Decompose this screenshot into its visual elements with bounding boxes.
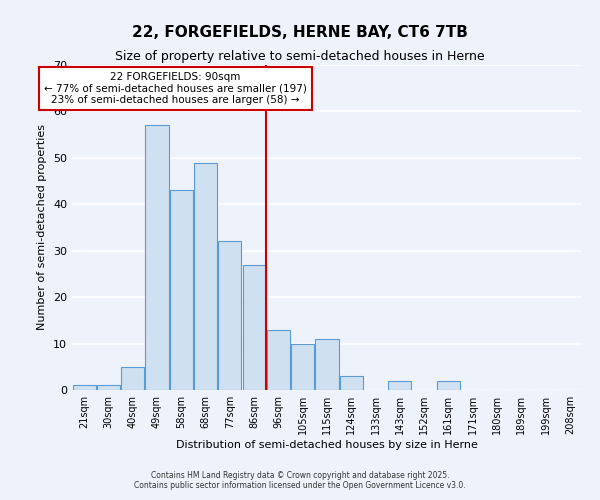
Text: 22, FORGEFIELDS, HERNE BAY, CT6 7TB: 22, FORGEFIELDS, HERNE BAY, CT6 7TB bbox=[132, 25, 468, 40]
Bar bbox=[340, 376, 363, 390]
Bar bbox=[218, 242, 241, 390]
Bar bbox=[170, 190, 193, 390]
Text: Contains HM Land Registry data © Crown copyright and database right 2025.
Contai: Contains HM Land Registry data © Crown c… bbox=[134, 470, 466, 490]
Bar bbox=[316, 339, 338, 390]
Bar bbox=[97, 386, 120, 390]
Bar bbox=[267, 330, 290, 390]
Bar bbox=[73, 386, 95, 390]
Text: 22 FORGEFIELDS: 90sqm
← 77% of semi-detached houses are smaller (197)
23% of sem: 22 FORGEFIELDS: 90sqm ← 77% of semi-deta… bbox=[44, 72, 307, 105]
X-axis label: Distribution of semi-detached houses by size in Herne: Distribution of semi-detached houses by … bbox=[176, 440, 478, 450]
Text: Size of property relative to semi-detached houses in Herne: Size of property relative to semi-detach… bbox=[115, 50, 485, 63]
Bar bbox=[291, 344, 314, 390]
Bar bbox=[145, 126, 169, 390]
Bar bbox=[194, 162, 217, 390]
Bar bbox=[242, 264, 266, 390]
Bar bbox=[388, 380, 412, 390]
Bar bbox=[121, 367, 144, 390]
Y-axis label: Number of semi-detached properties: Number of semi-detached properties bbox=[37, 124, 47, 330]
Bar bbox=[437, 380, 460, 390]
